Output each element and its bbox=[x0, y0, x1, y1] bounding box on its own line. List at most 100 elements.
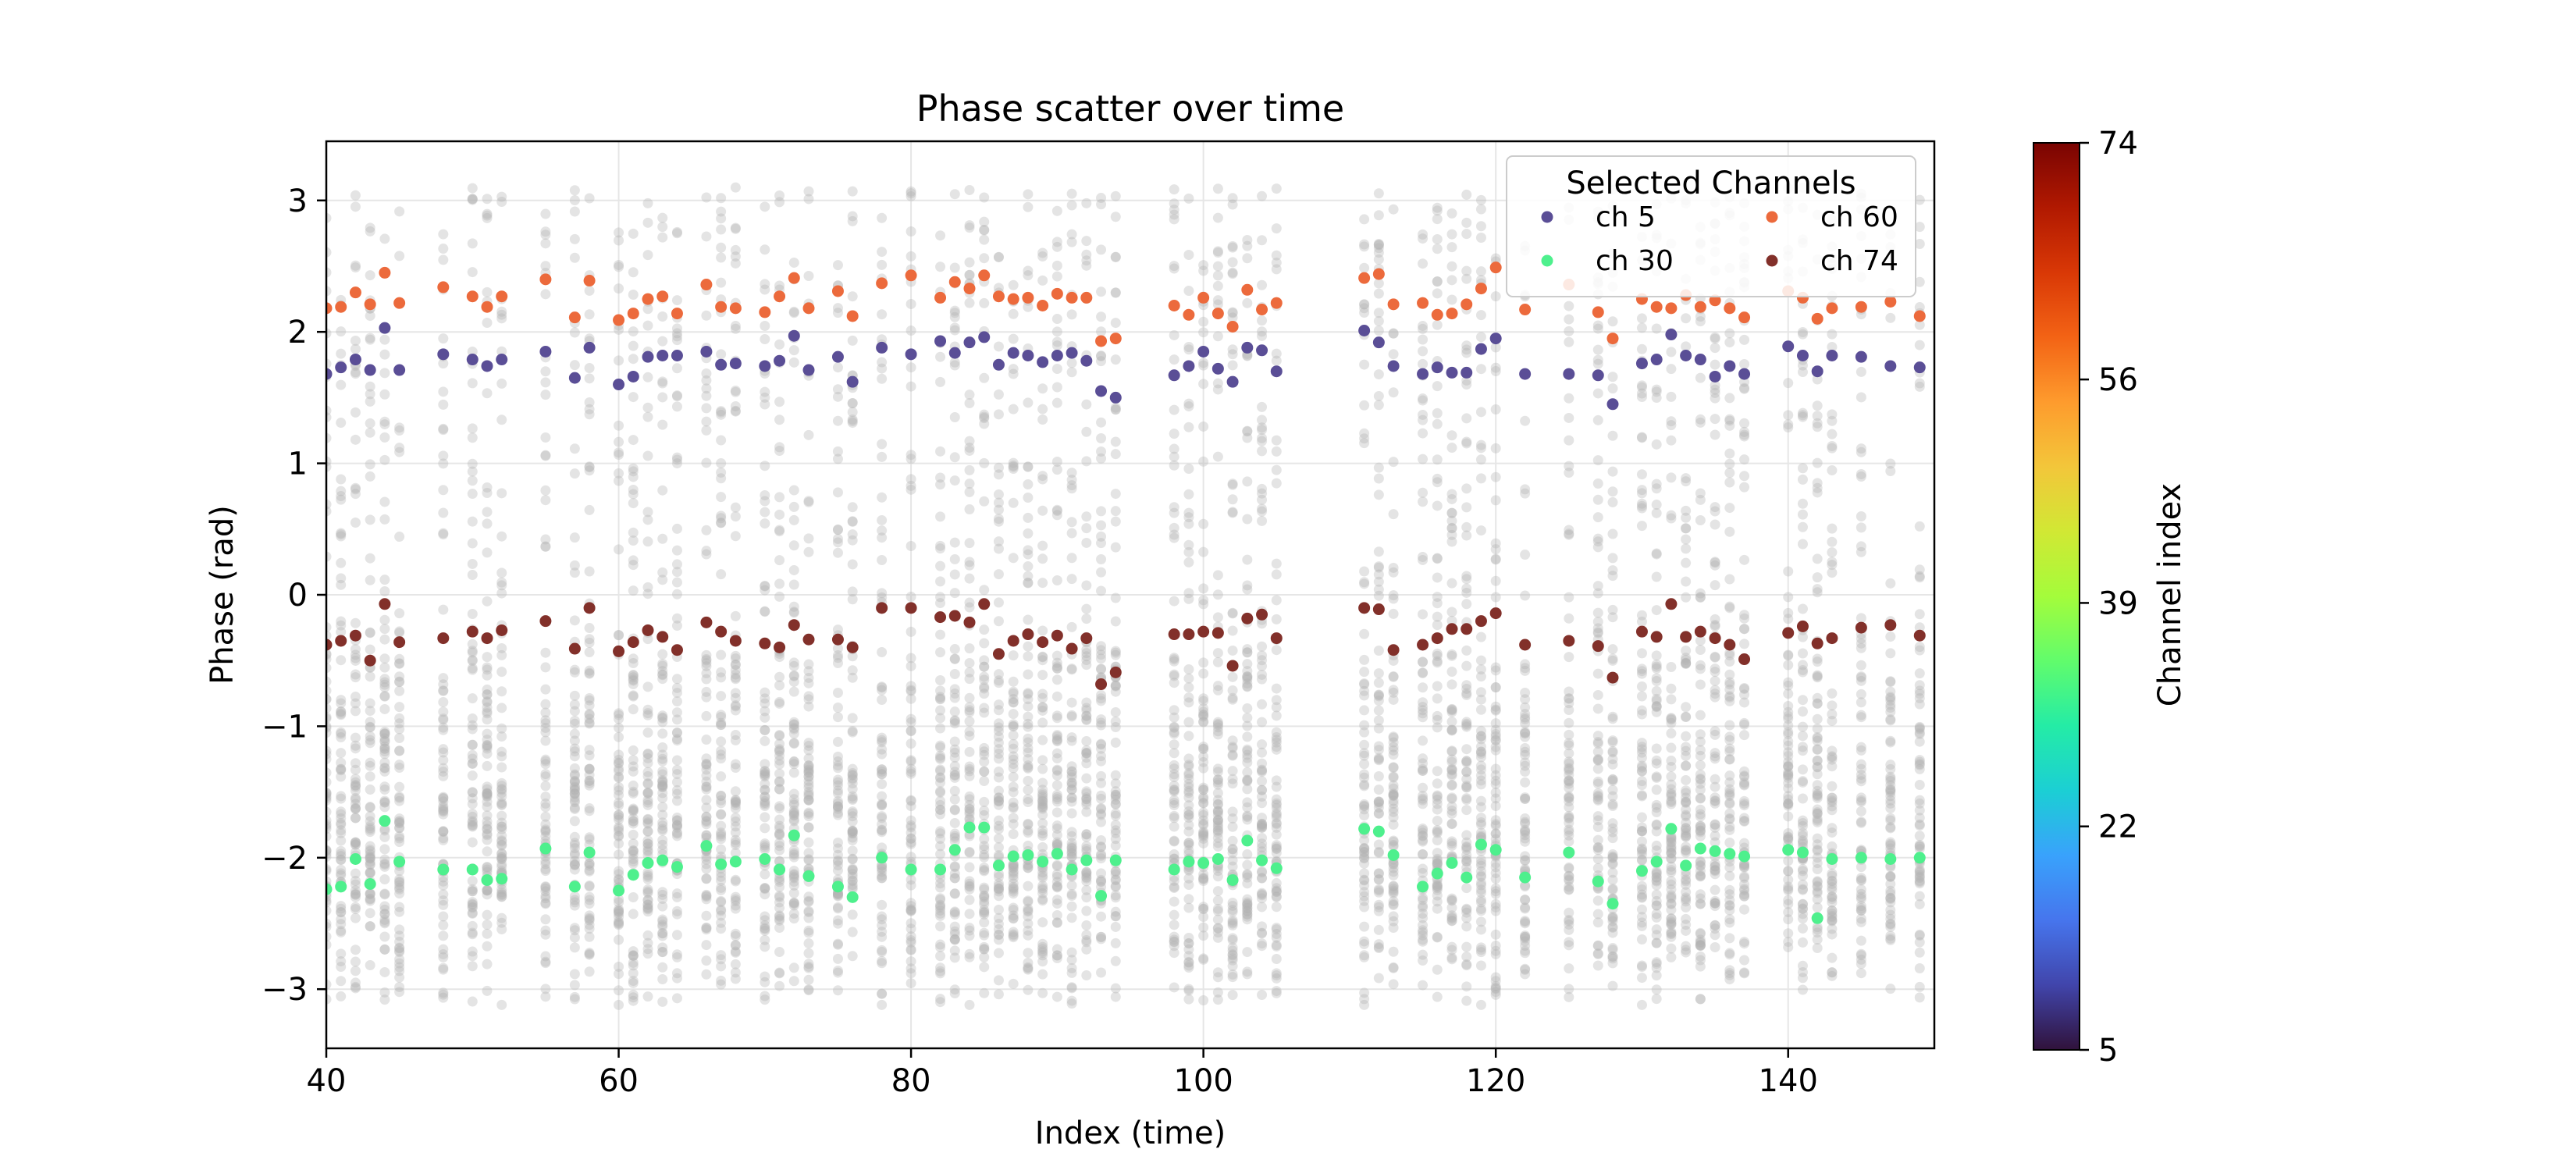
background-point bbox=[1637, 776, 1647, 786]
background-point bbox=[1389, 656, 1399, 666]
background-point bbox=[1023, 965, 1033, 975]
background-point bbox=[350, 945, 361, 955]
background-point bbox=[1081, 868, 1091, 878]
background-point bbox=[1037, 471, 1048, 481]
background-point bbox=[1374, 308, 1384, 318]
background-point bbox=[1637, 905, 1647, 915]
background-point bbox=[760, 994, 770, 1005]
background-point bbox=[760, 972, 770, 982]
background-point bbox=[877, 749, 887, 760]
background-point bbox=[1652, 970, 1662, 980]
background-point bbox=[1023, 669, 1033, 679]
background-point bbox=[1374, 724, 1384, 734]
background-point bbox=[1228, 672, 1238, 682]
background-point bbox=[438, 424, 448, 434]
background-point bbox=[540, 771, 550, 781]
background-point bbox=[1067, 622, 1077, 632]
background-point bbox=[1681, 523, 1691, 533]
background-point bbox=[438, 254, 448, 265]
background-point bbox=[1432, 649, 1443, 659]
background-point bbox=[496, 307, 507, 317]
background-point bbox=[672, 401, 682, 411]
background-point bbox=[496, 532, 507, 542]
background-point bbox=[1242, 235, 1252, 245]
background-point bbox=[657, 997, 667, 1007]
background-point bbox=[1183, 800, 1194, 810]
background-point bbox=[1257, 821, 1267, 831]
background-point bbox=[1593, 669, 1603, 679]
background-point bbox=[1652, 743, 1662, 753]
background-point bbox=[1272, 954, 1282, 964]
background-point bbox=[657, 728, 667, 738]
background-point bbox=[350, 977, 361, 987]
background-point bbox=[585, 913, 595, 923]
background-point bbox=[1520, 932, 1530, 942]
background-point bbox=[1111, 287, 1121, 297]
background-point bbox=[438, 877, 448, 887]
background-point bbox=[643, 867, 653, 877]
background-point bbox=[496, 747, 507, 757]
background-point bbox=[1666, 662, 1676, 672]
background-point bbox=[336, 962, 346, 972]
background-point bbox=[394, 831, 404, 841]
background-point bbox=[877, 956, 887, 966]
background-point bbox=[438, 987, 448, 998]
background-point bbox=[1023, 202, 1033, 212]
background-point bbox=[1418, 229, 1428, 240]
background-point bbox=[468, 539, 478, 549]
background-point bbox=[614, 437, 624, 447]
background-point bbox=[628, 978, 639, 988]
background-point bbox=[1564, 436, 1574, 446]
background-point bbox=[540, 756, 550, 767]
background-point bbox=[1447, 607, 1457, 617]
background-point bbox=[1111, 354, 1121, 365]
background-point bbox=[1608, 754, 1618, 764]
background-point bbox=[1081, 832, 1091, 842]
background-point bbox=[1461, 959, 1471, 969]
background-point bbox=[1242, 555, 1252, 565]
background-point bbox=[731, 813, 741, 823]
background-point bbox=[1257, 315, 1267, 326]
background-point bbox=[1695, 311, 1706, 322]
background-point bbox=[1461, 483, 1471, 493]
background-point bbox=[1652, 707, 1662, 717]
background-point bbox=[935, 893, 945, 903]
background-point bbox=[1461, 913, 1471, 923]
background-point bbox=[1461, 690, 1471, 700]
background-point bbox=[657, 534, 667, 544]
background-point bbox=[1652, 650, 1662, 660]
background-point bbox=[482, 920, 493, 930]
background-point bbox=[1564, 963, 1574, 973]
background-point bbox=[1593, 822, 1603, 832]
background-point bbox=[1461, 756, 1471, 766]
background-point bbox=[379, 653, 390, 663]
background-point bbox=[394, 671, 404, 681]
background-point bbox=[804, 838, 814, 848]
background-point bbox=[701, 425, 711, 436]
background-point bbox=[482, 810, 493, 820]
background-point bbox=[1037, 506, 1048, 516]
background-point bbox=[1681, 712, 1691, 722]
background-point bbox=[1257, 655, 1267, 665]
background-point bbox=[877, 1000, 887, 1010]
background-point bbox=[1374, 289, 1384, 299]
background-point bbox=[1111, 650, 1121, 660]
background-point bbox=[1183, 250, 1194, 260]
background-point bbox=[1096, 433, 1106, 443]
background-point bbox=[614, 713, 624, 724]
background-point bbox=[1257, 516, 1267, 526]
background-point bbox=[1695, 645, 1706, 655]
background-point bbox=[438, 528, 448, 539]
background-point bbox=[1257, 446, 1267, 456]
background-point bbox=[468, 378, 478, 388]
background-point bbox=[1432, 766, 1443, 776]
background-point bbox=[1009, 280, 1019, 290]
background-point bbox=[701, 231, 711, 241]
background-point bbox=[1257, 842, 1267, 852]
background-point bbox=[848, 764, 858, 774]
background-point bbox=[1198, 902, 1208, 912]
background-point bbox=[1169, 822, 1179, 832]
background-point bbox=[979, 253, 989, 263]
background-point bbox=[950, 569, 960, 579]
background-point bbox=[1491, 884, 1501, 894]
